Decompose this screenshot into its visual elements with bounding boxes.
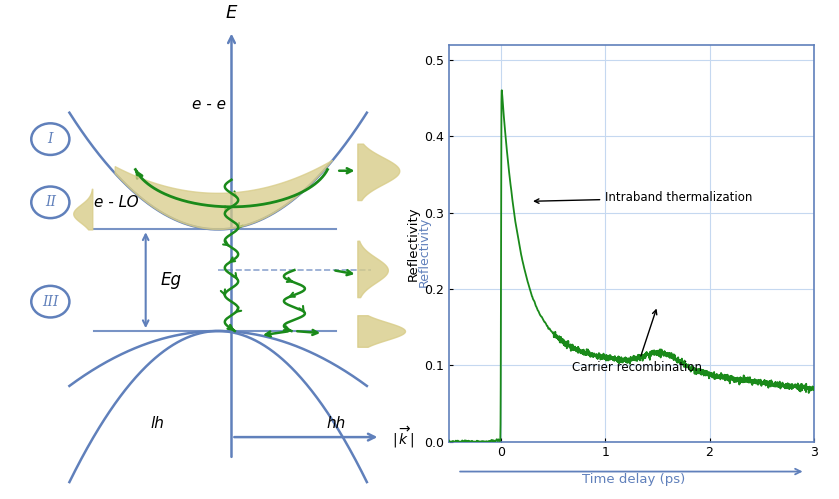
Text: I: I (48, 132, 53, 146)
Text: $|\,\overrightarrow{k}\,|$: $|\,\overrightarrow{k}\,|$ (392, 424, 414, 450)
Text: E: E (226, 3, 237, 22)
Text: Eg: Eg (161, 271, 182, 289)
Text: hh: hh (326, 416, 346, 431)
Text: Time delay (ps): Time delay (ps) (581, 473, 685, 486)
Text: lh: lh (150, 416, 164, 431)
Text: Carrier recombination: Carrier recombination (572, 310, 702, 374)
Text: Intraband thermalization: Intraband thermalization (534, 191, 753, 204)
Text: e - LO: e - LO (94, 195, 138, 210)
Text: e - e: e - e (191, 97, 226, 112)
Polygon shape (115, 160, 332, 230)
Text: III: III (42, 294, 59, 309)
Y-axis label: Reflectivity: Reflectivity (407, 206, 420, 280)
Text: Reflectivity: Reflectivity (418, 217, 430, 287)
Text: II: II (44, 195, 56, 210)
